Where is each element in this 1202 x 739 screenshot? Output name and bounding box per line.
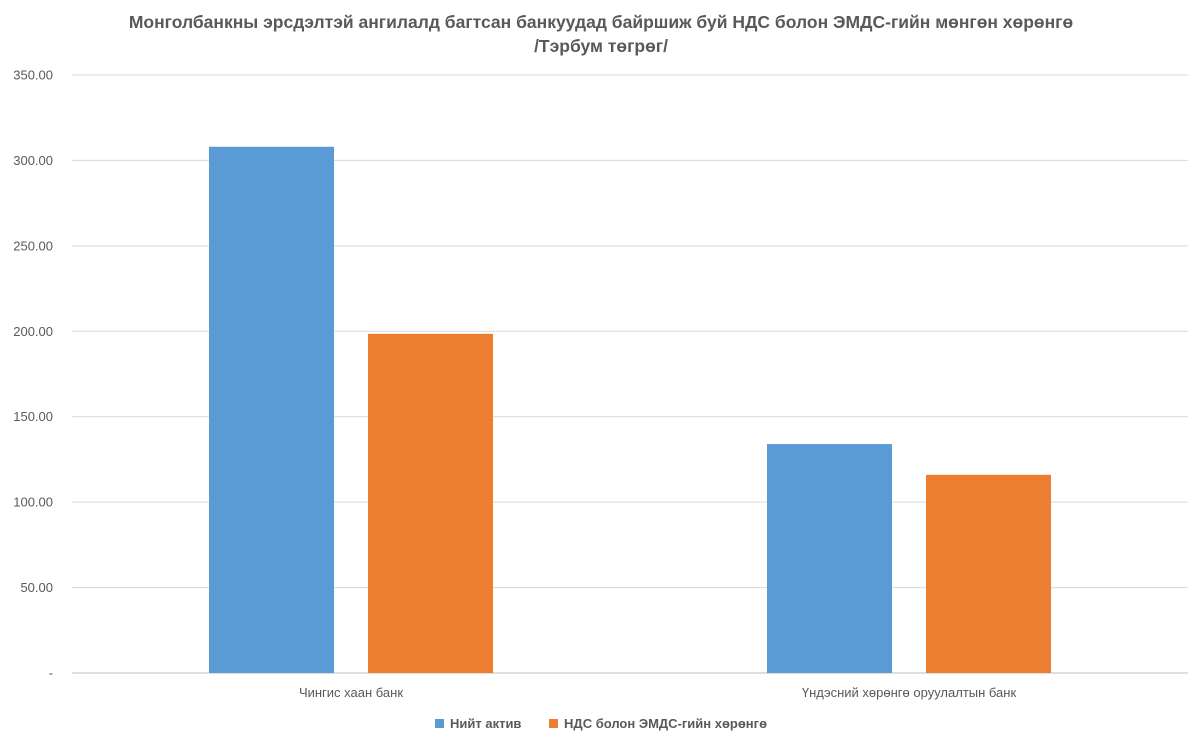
bar-series-1-category-1 [209, 146, 334, 673]
y-tick-label: 300.00 [13, 153, 53, 168]
chart-title-line-1: Монголбанкны эрсдэлтэй ангилалд багтсан … [128, 12, 1074, 32]
y-tick-label: 350.00 [13, 68, 53, 83]
x-category-label: Чингис хаан банк [299, 685, 403, 700]
bar-series-1-category-2 [767, 444, 892, 673]
bars [209, 146, 1051, 673]
legend-label-series-2: НДС болон ЭМДС-гийн хөрөнгө [564, 716, 768, 731]
bar-series-2-category-2 [926, 474, 1051, 673]
bar-series-2-category-1 [368, 333, 493, 673]
y-tick-label: 50.00 [20, 580, 53, 595]
chart-title: Монголбанкны эрсдэлтэй ангилалд багтсан … [0, 10, 1202, 58]
legend-swatch-series-1 [434, 719, 444, 728]
y-tick-label: 250.00 [13, 238, 53, 253]
chart-title-line-2: /Тэрбум төгрөг/ [534, 36, 668, 56]
y-tick-label: 100.00 [13, 495, 53, 510]
legend-item-series-2: НДС болон ЭМДС-гийн хөрөнгө [549, 716, 767, 731]
legend-item-series-1: Нийт актив [434, 716, 522, 731]
legend: Нийт актив НДС болон ЭМДС-гийн хөрөнгө [0, 716, 1202, 731]
x-category-label: Үндэсний хөрөнгө оруулалтын банк [802, 685, 1017, 700]
y-axis: - 50.00 100.00 150.00 200.00 250.00 300.00 350.… [13, 68, 53, 681]
x-axis: Чингис хаан банк Үндэсний хөрөнгө оруулал… [299, 685, 1016, 700]
y-tick-label: 150.00 [13, 409, 53, 424]
y-tick-label: - [49, 666, 53, 681]
y-tick-label: 200.00 [13, 324, 53, 339]
legend-swatch-series-2 [549, 719, 559, 728]
legend-label-series-1: Нийт актив [449, 716, 522, 731]
